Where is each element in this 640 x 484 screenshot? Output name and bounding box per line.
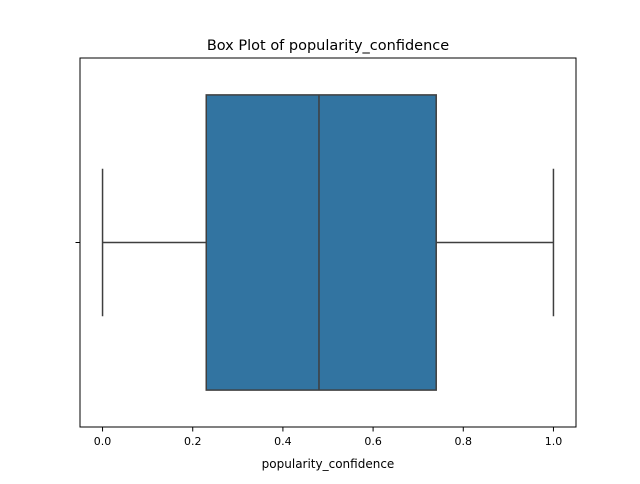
x-tick-label: 0.8 [455,435,473,448]
plot-area [101,94,555,391]
chart-title: Box Plot of popularity_confidence [207,38,449,54]
x-tick-label: 1.0 [545,435,563,448]
x-axis: 0.0 0.2 0.4 0.6 0.8 1.0 [94,427,562,448]
box-series-0 [101,94,555,391]
x-tick-label: 0.4 [274,435,292,448]
x-tick-label: 0.0 [94,435,112,448]
x-axis-label: popularity_confidence [262,457,395,471]
x-tick-label: 0.6 [364,435,382,448]
x-tick-label: 0.2 [184,435,202,448]
iqr-box [205,94,437,391]
